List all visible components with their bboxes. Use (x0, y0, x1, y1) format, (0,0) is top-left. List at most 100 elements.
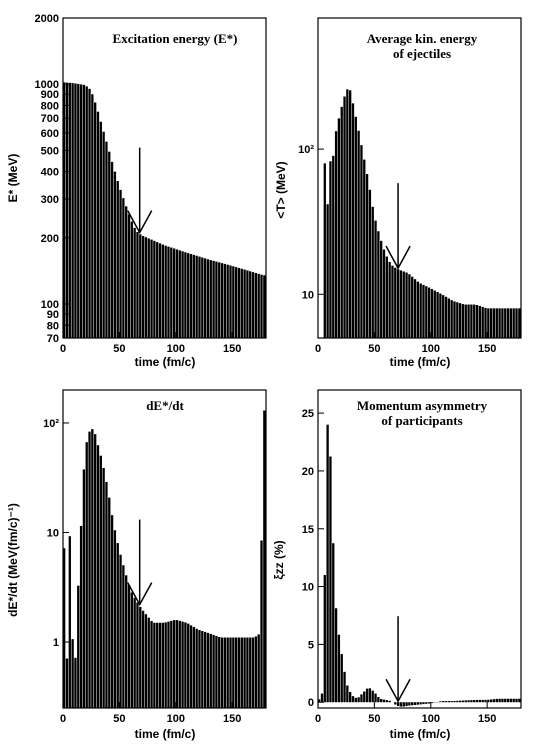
histogram-bar (145, 237, 147, 338)
arrow-marker (386, 183, 410, 268)
histogram-bar (442, 295, 444, 338)
histogram-bar (352, 103, 354, 338)
y-tick-label: 1000 (35, 79, 59, 91)
y-tick-label: 800 (41, 100, 59, 112)
histogram-bar (420, 283, 422, 338)
histogram-bar (498, 699, 500, 702)
y-tick-label: 400 (41, 167, 59, 179)
histogram-bar (235, 267, 237, 338)
histogram-bar (184, 622, 186, 708)
x-axis-label: time (fm/c) (135, 355, 196, 369)
histogram-bar (88, 89, 90, 338)
histogram-bar (201, 631, 203, 708)
histogram-bar (403, 271, 405, 338)
histogram-bar (63, 548, 65, 708)
histogram-bar (145, 614, 147, 708)
histogram-bar (94, 103, 96, 338)
histogram-bar (496, 699, 498, 702)
histogram-bar (428, 288, 430, 338)
histogram-bar (425, 702, 427, 704)
histogram-bar (400, 702, 402, 706)
histogram-bar (204, 258, 206, 338)
histogram-bar (360, 145, 362, 338)
histogram-bar (451, 701, 453, 702)
histogram-bar (139, 234, 141, 338)
y-tick-label: 2000 (35, 13, 59, 25)
y-tick-label: 1 (53, 637, 59, 649)
histogram-bar (224, 264, 226, 338)
histogram-bar (366, 689, 368, 703)
arrow-marker (386, 616, 410, 701)
y-tick-label: 500 (41, 145, 59, 157)
histogram-bar (176, 620, 178, 708)
histogram-bar (167, 247, 169, 338)
histogram-bar (462, 304, 464, 338)
histogram-bar (507, 699, 509, 702)
histogram-bar (338, 635, 340, 702)
chart-title: dE*/dt (146, 398, 184, 413)
histogram-bar (156, 242, 158, 338)
histogram-bar (456, 302, 458, 338)
histogram-bar (238, 268, 240, 338)
histogram-bar (86, 442, 88, 708)
histogram-bar (484, 308, 486, 338)
y-tick-label: 300 (41, 194, 59, 206)
histogram-bar (479, 306, 481, 338)
histogram-bar (470, 305, 472, 338)
histogram-bar (335, 131, 337, 338)
histogram-bar (74, 83, 76, 338)
histogram-bar (227, 638, 229, 708)
x-tick-label: 100 (167, 343, 185, 355)
histogram-bar (224, 638, 226, 708)
histogram-bar (139, 607, 141, 708)
histogram-bar (232, 266, 234, 338)
histogram-bar (366, 174, 368, 338)
histogram-bar (66, 83, 68, 338)
histogram-bar (487, 700, 489, 702)
y-axis-label: dE*/dt (MeV(fm/c)⁻¹) (6, 503, 20, 617)
arrow-marker (128, 148, 152, 233)
histogram-bar (218, 262, 220, 338)
histogram-bar (133, 228, 135, 338)
y-axis-label: <T> (MeV) (274, 161, 288, 218)
histogram-bar (74, 658, 76, 708)
histogram-bar (456, 701, 458, 702)
histogram-bar (518, 699, 520, 702)
y-tick-label: 10² (298, 144, 314, 156)
histogram-bar (465, 305, 467, 338)
histogram-bar (513, 699, 515, 702)
y-tick-label: 100 (41, 299, 59, 311)
x-tick-label: 0 (60, 713, 66, 725)
histogram-bar (179, 621, 181, 708)
histogram-bar (462, 701, 464, 703)
histogram-bar (131, 222, 133, 338)
histogram-bar (133, 598, 135, 708)
histogram-bar (142, 611, 144, 708)
histogram-bar (190, 625, 192, 708)
histogram-bar (97, 112, 99, 338)
histogram-bar (69, 83, 71, 338)
histogram-bar (136, 232, 138, 338)
histogram-bar (156, 623, 158, 708)
y-tick-label: 70 (47, 333, 59, 345)
histogram-bar (459, 303, 461, 338)
histogram-bar (507, 308, 509, 338)
histogram-bar (346, 89, 348, 338)
y-tick-label: 10² (43, 418, 59, 430)
x-tick-label: 50 (113, 343, 125, 355)
histogram-bar (388, 262, 390, 338)
histogram-bar (349, 692, 351, 702)
y-tick-label: 200 (41, 233, 59, 245)
histogram-bar (436, 292, 438, 338)
histogram-bar (408, 702, 410, 705)
histogram-bar (397, 269, 399, 338)
histogram-bar (425, 286, 427, 338)
histogram-bar (238, 638, 240, 708)
histogram-bar (326, 204, 328, 338)
histogram-bar (357, 697, 359, 702)
histogram-bar (119, 190, 121, 338)
histogram-bar (86, 86, 88, 338)
histogram-bar (136, 603, 138, 708)
histogram-bar (173, 248, 175, 338)
